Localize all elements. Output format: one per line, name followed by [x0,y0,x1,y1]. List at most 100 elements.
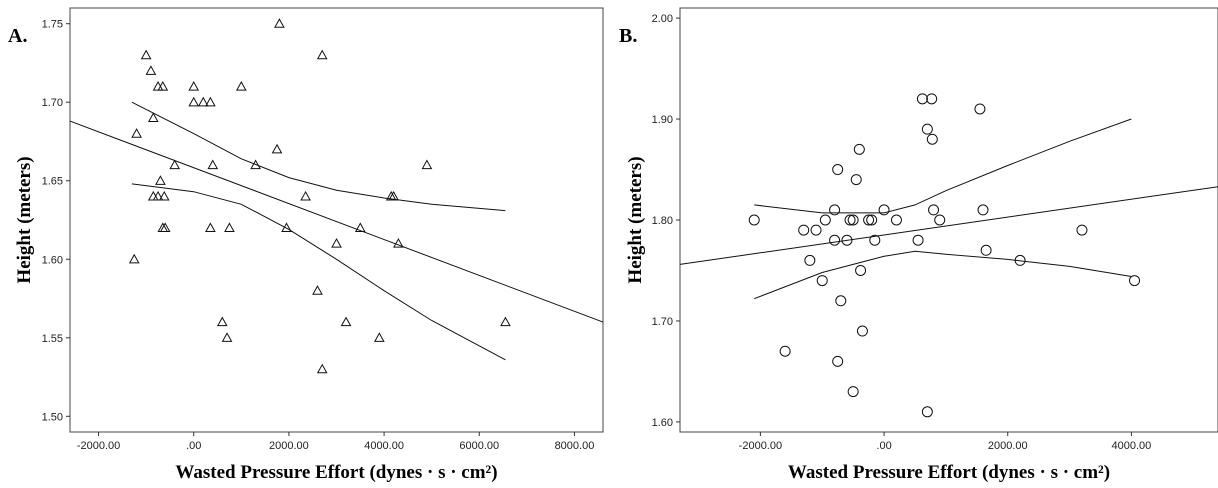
data-point-circle [850,174,862,186]
data-point-circle [810,224,822,236]
data-point-circle [832,164,844,176]
x-tick-label: 4000.00 [364,440,404,452]
data-point-triangle [316,363,328,374]
x-tick-label: .00 [186,440,201,452]
ci-upper-curve [754,118,1132,214]
panel-label: A. [8,25,27,47]
data-point-triangle [157,80,169,91]
data-point-triangle [271,143,283,154]
data-point-triangle [152,80,164,91]
data-point-circle [928,204,940,216]
x-tick-label: 2000.00 [988,440,1028,452]
y-tick-label: 1.75 [42,19,63,31]
data-point-circle [853,143,865,155]
data-point-triangle [197,96,209,107]
y-tick-label: 1.80 [652,215,673,227]
data-point-circle [921,406,933,418]
regression-line [69,120,604,323]
data-point-circle [890,214,902,226]
data-point-triangle [169,159,181,170]
data-point-circle [816,275,828,287]
data-point-circle [804,254,816,266]
data-point-circle [1014,254,1026,266]
data-point-circle [844,214,856,226]
x-tick-label: 4000.00 [1112,440,1152,452]
data-point-triangle [224,222,235,232]
data-point-circle [847,214,859,226]
data-point-circle [863,214,875,226]
data-point-circle [829,234,841,246]
x-tick-label: 6000.00 [459,440,499,452]
data-point-triangle [421,159,433,170]
y-tick-label: 1.90 [652,114,673,126]
data-point-triangle [500,316,511,327]
y-tick-label: 1.65 [42,176,63,188]
data-point-triangle [388,190,399,201]
y-tick-label: 1.70 [42,97,63,109]
ci-lower-curve [754,250,1132,300]
data-point-circle [855,264,867,276]
data-point-circle [974,103,986,115]
x-tick-label: 2000.00 [269,440,309,452]
data-point-triangle [140,49,152,60]
ci-lower-curve [131,183,506,361]
panel-a: 1.50 1.55 1.60 1.65 1.70 1.75 -2000.00 .00 2000.… [8,7,604,483]
data-point-triangle [216,316,228,327]
data-point-circle [980,244,992,256]
data-point-circle [912,234,924,246]
panel-label: B. [619,25,637,47]
data-point-circle [977,204,989,216]
data-point-triangle [131,128,142,138]
data-point-circle [829,204,841,216]
plot-frame [69,7,604,433]
regression-line [679,186,1218,265]
data-point-circle [926,133,938,145]
x-tick-label: -2000.00 [77,440,120,452]
data-point-circle [847,386,859,398]
y-tick-label: 2.00 [652,13,673,25]
data-point-circle [819,214,831,226]
data-point-triangle [340,316,352,327]
data-point-triangle [393,238,404,248]
x-tick-label: -2000.00 [739,440,782,452]
data-point-circle [841,234,853,246]
data-point-triangle [155,175,166,185]
y-axis-title: Height (meters) [14,156,35,283]
data-point-triangle [147,112,159,123]
data-point-circle [869,234,881,246]
data-point-circle [866,214,878,226]
y-tick-label: 1.60 [42,254,63,266]
y-tick-label: 1.60 [652,417,673,429]
data-point-circle [798,224,810,236]
data-point-triangle [205,96,216,107]
data-point-triangle [159,222,171,232]
data-point-circle [878,204,890,216]
data-point-triangle [250,159,261,170]
x-axis-title: Wasted Pressure Effort (dynes · s · cm²) [788,462,1110,483]
data-point-circle [779,345,791,357]
data-point-triangle [207,159,219,170]
x-axis-title: Wasted Pressure Effort (dynes · s · cm²) [175,462,497,483]
ci-upper-curve [131,101,506,212]
data-point-triangle [274,18,285,28]
data-point-triangle [354,222,366,232]
panel-b: 1.60 1.70 1.80 1.90 2.00 -2000.00 .00 2000.00 40… [619,7,1218,483]
data-point-circle [832,355,844,367]
data-point-triangle [188,96,200,107]
data-point-triangle [205,222,216,232]
data-point-triangle [235,80,247,91]
data-point-triangle [300,190,311,201]
data-point-circle [1129,275,1141,287]
y-tick-label: 1.55 [42,333,63,345]
data-point-triangle [331,238,342,248]
data-point-circle [748,214,760,226]
data-point-triangle [281,222,292,232]
data-point-triangle [373,332,385,342]
data-point-triangle [128,253,140,264]
data-point-circle [1076,224,1088,236]
data-point-triangle [312,285,323,295]
data-point-circle [856,325,868,337]
data-point-triangle [147,190,159,201]
data-point-triangle [188,80,200,91]
